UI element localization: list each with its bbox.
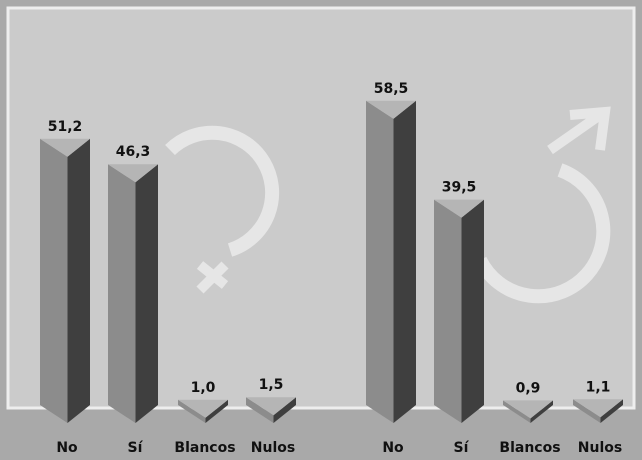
- bar-top: [573, 399, 623, 418]
- bar: [434, 199, 484, 423]
- value-label: 39,5: [442, 180, 477, 196]
- bar-front: [178, 399, 206, 423]
- value-label: 58,5: [374, 81, 409, 97]
- bar-side: [393, 100, 416, 424]
- female-symbol: [165, 125, 280, 294]
- bar-side: [530, 400, 553, 423]
- bar-side: [461, 199, 484, 423]
- bar: [503, 400, 553, 423]
- x-tick-label: Sí: [454, 440, 470, 456]
- value-label: 1,0: [191, 380, 216, 396]
- bar-top: [108, 164, 158, 183]
- bar-top: [366, 100, 416, 119]
- x-tick-label: Nulos: [251, 440, 295, 456]
- value-label: 51,2: [48, 119, 83, 135]
- x-tick-label: No: [382, 440, 404, 456]
- bar-top: [40, 138, 90, 157]
- bar-side: [67, 138, 90, 423]
- bar-front: [108, 164, 136, 424]
- bar-front: [366, 100, 394, 424]
- male-symbol: [473, 106, 611, 304]
- bar: [108, 164, 158, 424]
- bar-side: [205, 399, 228, 423]
- x-tick-label: No: [56, 440, 78, 456]
- bar: [178, 399, 228, 423]
- x-tick-label: Blancos: [499, 440, 560, 456]
- value-label: 1,5: [259, 377, 284, 393]
- bar-side: [135, 164, 158, 424]
- bar-front: [573, 399, 601, 423]
- bar: [366, 100, 416, 424]
- x-tick-label: Blancos: [174, 440, 235, 456]
- value-label: 0,9: [516, 380, 541, 396]
- bar-front: [434, 199, 462, 423]
- panel: [6, 6, 636, 410]
- bar-top: [178, 399, 228, 418]
- bar-top: [503, 400, 553, 419]
- bar: [573, 399, 623, 423]
- bar-top: [246, 397, 296, 416]
- bar-side: [600, 399, 623, 423]
- bar-top: [434, 199, 484, 218]
- x-tick-label: Sí: [128, 440, 144, 456]
- bar-side: [273, 397, 296, 423]
- x-tick-label: Nulos: [578, 440, 622, 456]
- bar: [40, 138, 90, 423]
- value-label: 46,3: [116, 144, 151, 160]
- bar-front: [503, 400, 531, 423]
- bar-front: [40, 138, 68, 423]
- value-label: 1,1: [586, 379, 611, 395]
- bar-front: [246, 397, 274, 423]
- bar: [246, 397, 296, 423]
